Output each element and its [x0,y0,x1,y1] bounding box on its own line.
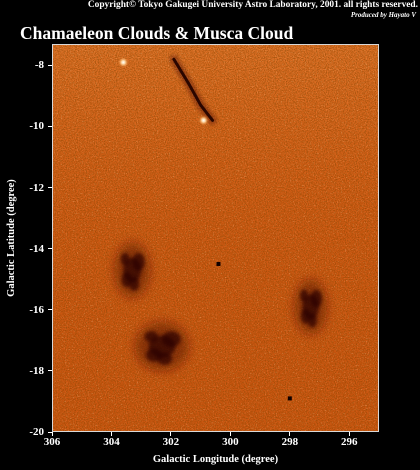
dark-cloud-core [161,331,181,347]
sky-map-image [52,44,379,432]
dark-cloud-core [120,252,130,266]
bright-star [198,115,209,126]
dark-spot [287,396,292,401]
dark-spot [216,261,221,266]
x-tick-label: 302 [162,436,180,448]
y-tick-mark [48,370,52,372]
y-tick-label: -14 [29,242,44,255]
y-tick-mark [48,248,52,250]
x-tick-label: 300 [222,436,239,448]
dark-cloud-core [157,352,173,365]
y-axis-label: Galactic Latitude (degree) [6,179,17,297]
dark-cloud-core [144,331,158,343]
x-tick-mark [51,432,53,436]
x-tick-label: 306 [43,436,61,448]
sky-map [52,44,379,432]
x-tick-mark [110,432,112,436]
y-tick-label: -18 [29,364,44,377]
x-tick-label: 304 [103,436,120,448]
chart-title: Chamaeleon Clouds & Musca Cloud [20,23,294,43]
y-tick-mark [48,64,52,66]
x-tick-mark [170,432,172,436]
dark-cloud-core [132,253,145,271]
y-tick-mark [48,309,52,311]
copyright-notice: Copyright© Tokyo Gakugei University Astr… [87,0,418,10]
x-axis-label: Galactic Longitude (degree) [152,454,279,465]
dark-cloud-core [310,289,323,308]
y-tick-label: -10 [29,120,44,133]
y-tick-label: -12 [29,181,44,194]
y-tick-mark [48,187,52,189]
y-tick-label: -8 [34,59,44,72]
y-tick-label: -16 [29,303,44,316]
x-tick-label: 298 [281,436,299,448]
x-tick-mark [229,432,231,436]
x-tick-label: 296 [341,436,358,448]
producer-credit: Produced by Hayato V [350,11,416,19]
dark-cloud-core [307,313,317,328]
y-tick-mark [48,431,52,433]
x-tick-mark [348,432,350,436]
y-tick-label: -20 [29,426,44,438]
dark-cloud-core [299,289,309,302]
bright-star [118,57,129,68]
y-tick-mark [48,125,52,127]
musca-filament [172,57,215,122]
x-tick-mark [289,432,291,436]
dark-cloud-core [129,276,140,291]
